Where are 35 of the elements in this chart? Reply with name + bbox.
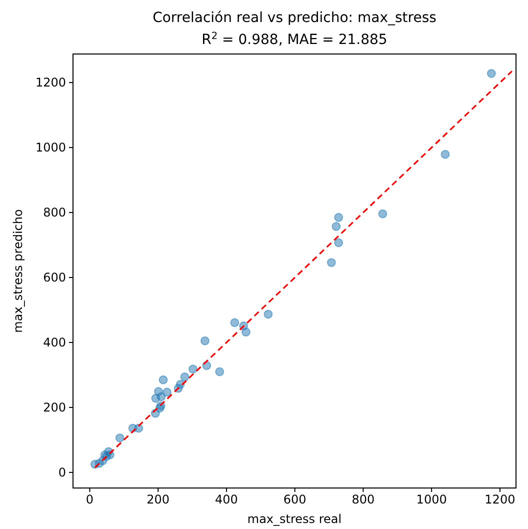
y-axis-title: max_stress predicho xyxy=(11,209,25,333)
y-tick-label: 1200 xyxy=(35,75,66,90)
point xyxy=(200,336,210,346)
chart-title: Correlación real vs predicho: max_stress xyxy=(152,10,436,26)
point xyxy=(334,212,344,222)
y-tick-label: 600 xyxy=(43,270,66,284)
point xyxy=(241,328,250,337)
x-tick-label: 0 xyxy=(86,492,94,507)
y-tick-label: 1000 xyxy=(35,140,66,154)
point xyxy=(158,375,168,384)
point xyxy=(151,394,160,403)
x-axis-title: max_stress real xyxy=(247,512,342,526)
point xyxy=(440,150,450,159)
point xyxy=(264,310,273,319)
x-tick-label: 1200 xyxy=(484,492,516,507)
point xyxy=(180,372,190,382)
y-tick-label: 800 xyxy=(43,205,66,220)
x-tick-label: 200 xyxy=(146,492,170,507)
point xyxy=(334,238,344,248)
point xyxy=(378,209,388,218)
x-tick-label: 600 xyxy=(283,492,306,507)
y-tick-label: 0 xyxy=(58,465,66,480)
point xyxy=(115,433,124,442)
point xyxy=(486,69,496,78)
y-tick-label: 200 xyxy=(43,400,66,414)
point xyxy=(215,367,224,376)
point xyxy=(188,364,198,374)
point xyxy=(230,318,240,328)
x-tick-label: 400 xyxy=(215,492,238,507)
x-tick-label: 1000 xyxy=(416,492,447,507)
point xyxy=(332,222,341,231)
y-tick-label: 400 xyxy=(43,335,66,350)
point xyxy=(326,258,336,268)
x-tick-label: 800 xyxy=(352,492,375,507)
chart-subtitle: R$^{2}$ = 0.988, MAE = 21.885 xyxy=(202,30,388,48)
